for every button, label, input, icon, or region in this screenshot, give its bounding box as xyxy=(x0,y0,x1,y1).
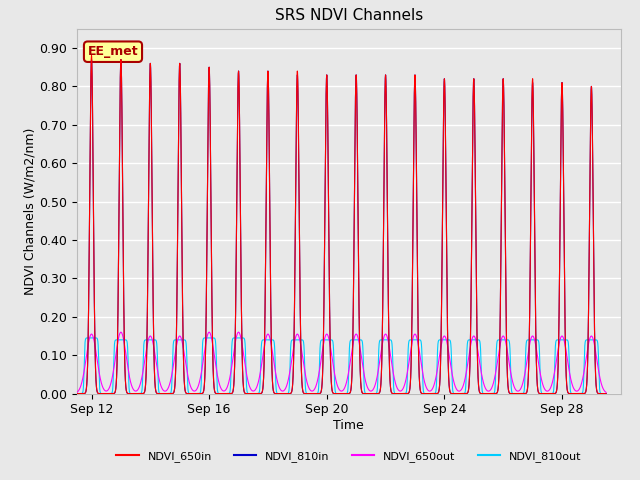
Legend: NDVI_650in, NDVI_810in, NDVI_650out, NDVI_810out: NDVI_650in, NDVI_810in, NDVI_650out, NDV… xyxy=(112,446,586,467)
Y-axis label: NDVI Channels (W/m2/nm): NDVI Channels (W/m2/nm) xyxy=(23,128,36,295)
X-axis label: Time: Time xyxy=(333,419,364,432)
Title: SRS NDVI Channels: SRS NDVI Channels xyxy=(275,9,423,24)
Text: EE_met: EE_met xyxy=(88,45,138,58)
